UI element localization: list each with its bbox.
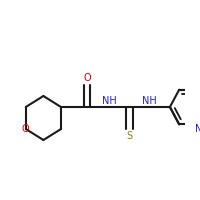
Text: S: S [126,131,132,141]
Text: NH: NH [102,96,116,106]
Text: O: O [83,73,91,83]
Text: NH: NH [142,96,157,106]
Text: O: O [22,124,30,134]
Text: N: N [195,124,200,134]
